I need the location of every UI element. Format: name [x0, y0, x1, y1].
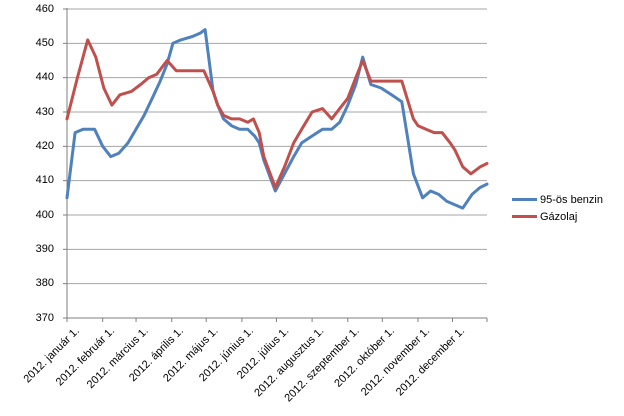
y-axis-tick-label: 440: [35, 71, 54, 84]
legend-line-swatch: [512, 215, 537, 218]
y-axis-tick-label: 390: [35, 242, 54, 255]
y-axis-tick-label: 460: [35, 2, 54, 15]
y-axis-tick-label: 420: [35, 139, 54, 152]
legend-line-swatch: [512, 198, 537, 201]
legend: 95-ös benzin Gázolaj: [512, 191, 603, 225]
y-axis-tick-label: 370: [35, 311, 54, 324]
y-axis-tick-label: 400: [35, 208, 54, 221]
legend-item-0: 95-ös benzin: [512, 191, 603, 208]
legend-label: Gázolaj: [540, 210, 578, 223]
legend-label: 95-ös benzin: [540, 193, 603, 206]
y-axis-tick-label: 450: [35, 36, 54, 49]
series-line-1: [65, 38, 489, 189]
y-axis-tick-label: 430: [35, 105, 54, 118]
legend-item-1: Gázolaj: [512, 208, 603, 225]
y-axis-tick-label: 380: [35, 277, 54, 290]
y-axis-tick-label: 410: [35, 174, 54, 187]
